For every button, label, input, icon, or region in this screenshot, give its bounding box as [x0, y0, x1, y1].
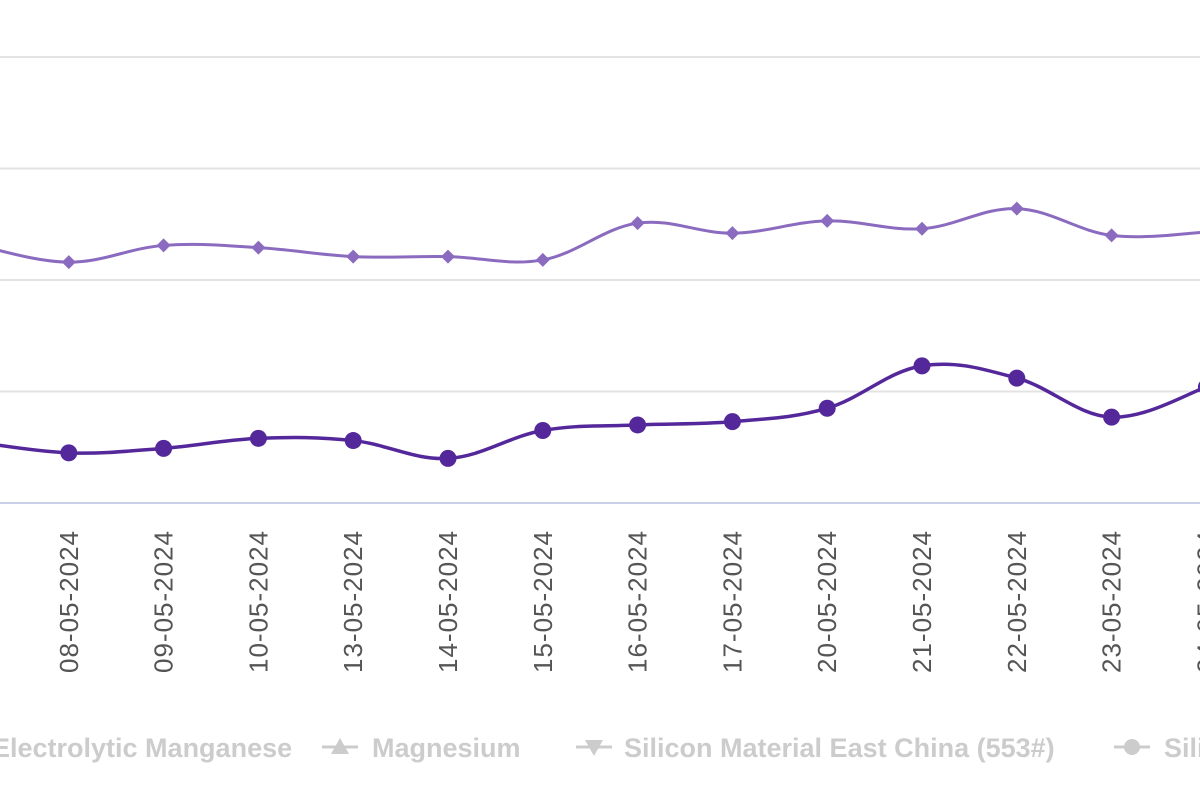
legend-label: Silicon Material East China (553#)	[624, 733, 1055, 763]
data-point[interactable]	[913, 357, 931, 375]
data-point[interactable]	[915, 221, 929, 236]
data-point[interactable]	[60, 444, 78, 462]
data-point[interactable]	[818, 399, 836, 417]
series-magnesium	[0, 201, 1200, 270]
x-tick-label: 22-05-2024	[1002, 530, 1032, 673]
data-point[interactable]	[723, 413, 741, 431]
x-tick-label: 14-05-2024	[433, 530, 463, 673]
data-point[interactable]	[61, 255, 76, 270]
x-axis-ticks: 07-05-202408-05-202409-05-202410-05-2024…	[54, 530, 1200, 673]
data-point[interactable]	[1008, 369, 1026, 387]
data-point[interactable]	[1104, 228, 1119, 243]
data-point[interactable]	[156, 238, 171, 253]
legend-marker-triangle-up-icon	[331, 738, 349, 754]
series-line	[0, 207, 1200, 264]
grid	[0, 56, 1200, 504]
x-tick-label: 24-05-2024	[1191, 530, 1200, 673]
legend-marker-circle-icon	[1124, 739, 1140, 755]
legend[interactable]: Electrolytic Manganese Magnesium Silicon M…	[0, 733, 1200, 763]
data-point[interactable]	[439, 449, 457, 467]
x-tick-label: 15-05-2024	[528, 530, 558, 673]
legend-label: Electrolytic Manganese	[0, 733, 292, 763]
x-tick-label: 17-05-2024	[717, 530, 747, 673]
x-tick-label: 23-05-2024	[1097, 530, 1127, 673]
data-point[interactable]	[1103, 408, 1121, 426]
legend-item-electrolytic-manganese[interactable]: Electrolytic Manganese	[0, 733, 292, 763]
data-point[interactable]	[251, 240, 266, 255]
legend-label: Silicon	[1164, 733, 1200, 763]
data-point[interactable]	[1197, 379, 1200, 396]
x-tick-label: 09-05-2024	[149, 530, 179, 673]
data-point[interactable]	[630, 216, 645, 231]
x-tick-label: 21-05-2024	[907, 530, 937, 673]
data-point[interactable]	[1009, 201, 1024, 216]
x-tick-label: 13-05-2024	[338, 530, 368, 673]
series-layer	[0, 201, 1200, 467]
x-tick-label: 08-05-2024	[54, 530, 84, 673]
data-point[interactable]	[346, 249, 361, 264]
series-silicon-material-east-china-553	[0, 357, 1200, 467]
legend-item-silicon[interactable]: Silicon	[1114, 733, 1200, 763]
data-point[interactable]	[820, 213, 835, 228]
data-point[interactable]	[441, 249, 455, 264]
legend-item-silicon-material-east-china-553[interactable]: Silicon Material East China (553#)	[576, 733, 1055, 763]
legend-item-magnesium[interactable]: Magnesium	[322, 733, 521, 763]
data-point[interactable]	[155, 439, 173, 457]
data-point[interactable]	[534, 422, 552, 440]
x-tick-label: 10-05-2024	[243, 530, 273, 673]
legend-marker-triangle-down-icon	[585, 740, 603, 756]
data-point[interactable]	[725, 226, 740, 241]
x-tick-label: 20-05-2024	[812, 530, 842, 673]
data-point[interactable]	[629, 416, 647, 434]
legend-label: Magnesium	[372, 733, 521, 763]
x-tick-label: 16-05-2024	[623, 530, 653, 673]
data-point[interactable]	[535, 252, 550, 267]
data-point[interactable]	[249, 429, 267, 447]
data-point[interactable]	[344, 432, 362, 450]
